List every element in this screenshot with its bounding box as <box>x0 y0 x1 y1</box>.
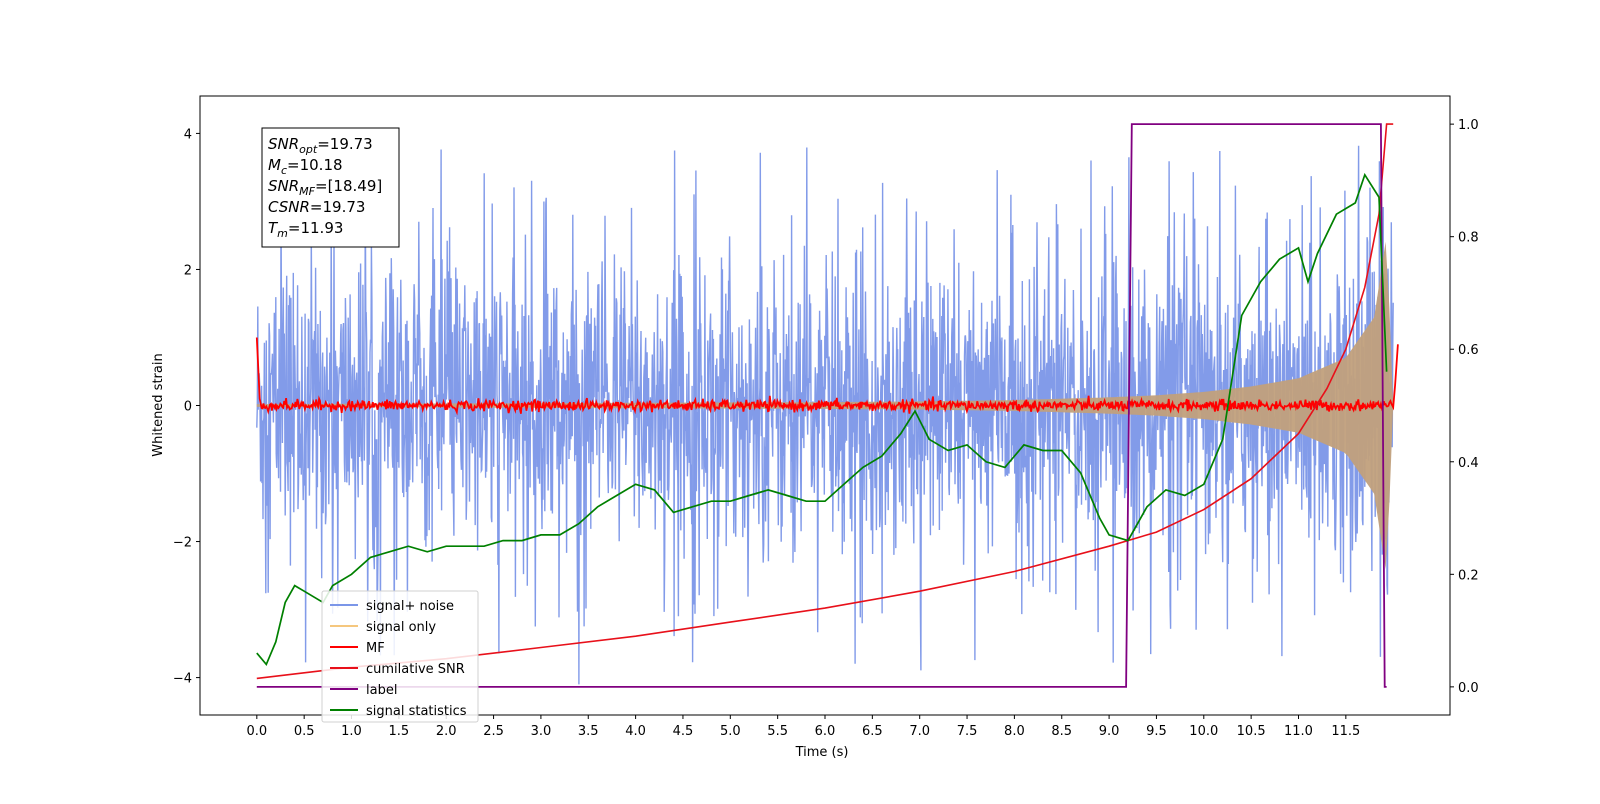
annotation-snr-opt-base: SNR <box>268 135 299 153</box>
x-tick-label: 5.5 <box>767 724 788 739</box>
annotation-mc-base: M <box>268 156 281 174</box>
annotation-snr-mf-value: =[18.49] <box>315 177 382 195</box>
x-tick-label: 6.0 <box>815 724 836 739</box>
y-tick-label: 4 <box>184 127 192 142</box>
series-cumulative-snr <box>256 123 1394 680</box>
y2-tick-label: 0.4 <box>1458 456 1479 471</box>
x-tick-label: 1.5 <box>389 724 410 739</box>
x-tick-label: 4.5 <box>673 724 694 739</box>
svg-text:Mc=10.18: Mc=10.18 <box>268 156 343 177</box>
annotation-snr-mf-base: SNR <box>268 177 299 195</box>
x-tick-label: 11.0 <box>1284 724 1313 739</box>
annotation-csnr-value: =19.73 <box>310 198 366 216</box>
x-tick-label: 10.0 <box>1189 724 1218 739</box>
y2-tick-label: 0.6 <box>1458 343 1479 358</box>
y2-tick-label: 0.0 <box>1458 681 1479 696</box>
y-axis-right: 1.0 0.8 0.6 0.4 0.2 0.0 <box>1450 118 1479 696</box>
svg-text:CSNR=19.73: CSNR=19.73 <box>268 198 365 216</box>
x-tick-label: 8.0 <box>1004 724 1025 739</box>
x-tick-label: 7.5 <box>957 724 978 739</box>
legend: signal+ noise signal only MF cumilative SNR… <box>321 590 479 723</box>
annotation-mc-value: =10.18 <box>287 156 343 174</box>
legend-label: signal+ noise <box>366 599 454 614</box>
x-tick-label: 4.0 <box>625 724 646 739</box>
legend-label: cumilative SNR <box>366 662 465 677</box>
y2-tick-label: 0.2 <box>1458 568 1479 583</box>
y-tick-label: −4 <box>173 672 192 687</box>
legend-label: MF <box>366 641 385 656</box>
y-axis-label: Whitened strain <box>151 353 166 456</box>
svg-text:SNRopt=19.73: SNRopt=19.73 <box>268 135 373 156</box>
x-tick-label: 2.0 <box>436 724 457 739</box>
series-mf <box>255 337 1399 416</box>
annotation-tm-base: T <box>268 219 279 237</box>
y-tick-label: 0 <box>184 400 192 415</box>
svg-text:SNRMF=[18.49]: SNRMF=[18.49] <box>268 177 382 198</box>
annotation-tm-value: =11.93 <box>288 219 344 237</box>
y2-tick-label: 0.8 <box>1458 231 1479 246</box>
x-tick-label: 3.5 <box>578 724 599 739</box>
x-tick-label: 1.0 <box>341 724 362 739</box>
y-tick-label: −2 <box>173 536 192 551</box>
x-tick-label: 2.5 <box>483 724 504 739</box>
annotation-tm-sub: m <box>277 227 288 240</box>
x-tick-label: 0.0 <box>246 724 267 739</box>
annotation-box: SNRopt=19.73 Mc=10.18 SNRMF=[18.49] CSNR… <box>261 127 400 248</box>
annotation-csnr-base: CSNR <box>268 198 310 216</box>
svg-text:Tm=11.93: Tm=11.93 <box>268 219 343 240</box>
x-tick-label: 11.5 <box>1331 724 1360 739</box>
x-axis-label: Time (s) <box>795 745 849 760</box>
x-tick-label: 6.5 <box>862 724 883 739</box>
annotation-snr-opt-value: =19.73 <box>317 135 373 153</box>
annotation-mc-sub: c <box>281 164 287 177</box>
x-tick-label: 7.0 <box>909 724 930 739</box>
series-signal-statistics <box>256 172 1388 667</box>
y-tick-label: 2 <box>184 263 192 278</box>
y-axis-left: 4 2 0 −2 −4 <box>173 127 200 687</box>
series-signal-noise <box>256 145 1394 685</box>
y2-tick-label: 1.0 <box>1458 118 1479 133</box>
x-tick-label: 10.5 <box>1237 724 1266 739</box>
legend-label: signal statistics <box>366 704 467 719</box>
x-tick-label: 9.5 <box>1146 724 1167 739</box>
series-label <box>256 123 1387 688</box>
annotation-snr-mf-sub: MF <box>299 185 315 198</box>
x-tick-label: 8.5 <box>1051 724 1072 739</box>
annotation-snr-opt-sub: opt <box>299 143 318 156</box>
x-tick-label: 0.5 <box>294 724 315 739</box>
x-tick-label: 5.0 <box>720 724 741 739</box>
x-tick-label: 3.0 <box>531 724 552 739</box>
legend-label: label <box>366 683 397 698</box>
series-layer <box>255 123 1399 688</box>
legend-label: signal only <box>366 620 436 635</box>
x-axis: 0.0 0.5 1.0 1.5 2.0 2.5 3.0 3.5 4.0 4.5 5.0 5.5 6.0 6… <box>246 715 1360 739</box>
x-tick-label: 9.0 <box>1099 724 1120 739</box>
